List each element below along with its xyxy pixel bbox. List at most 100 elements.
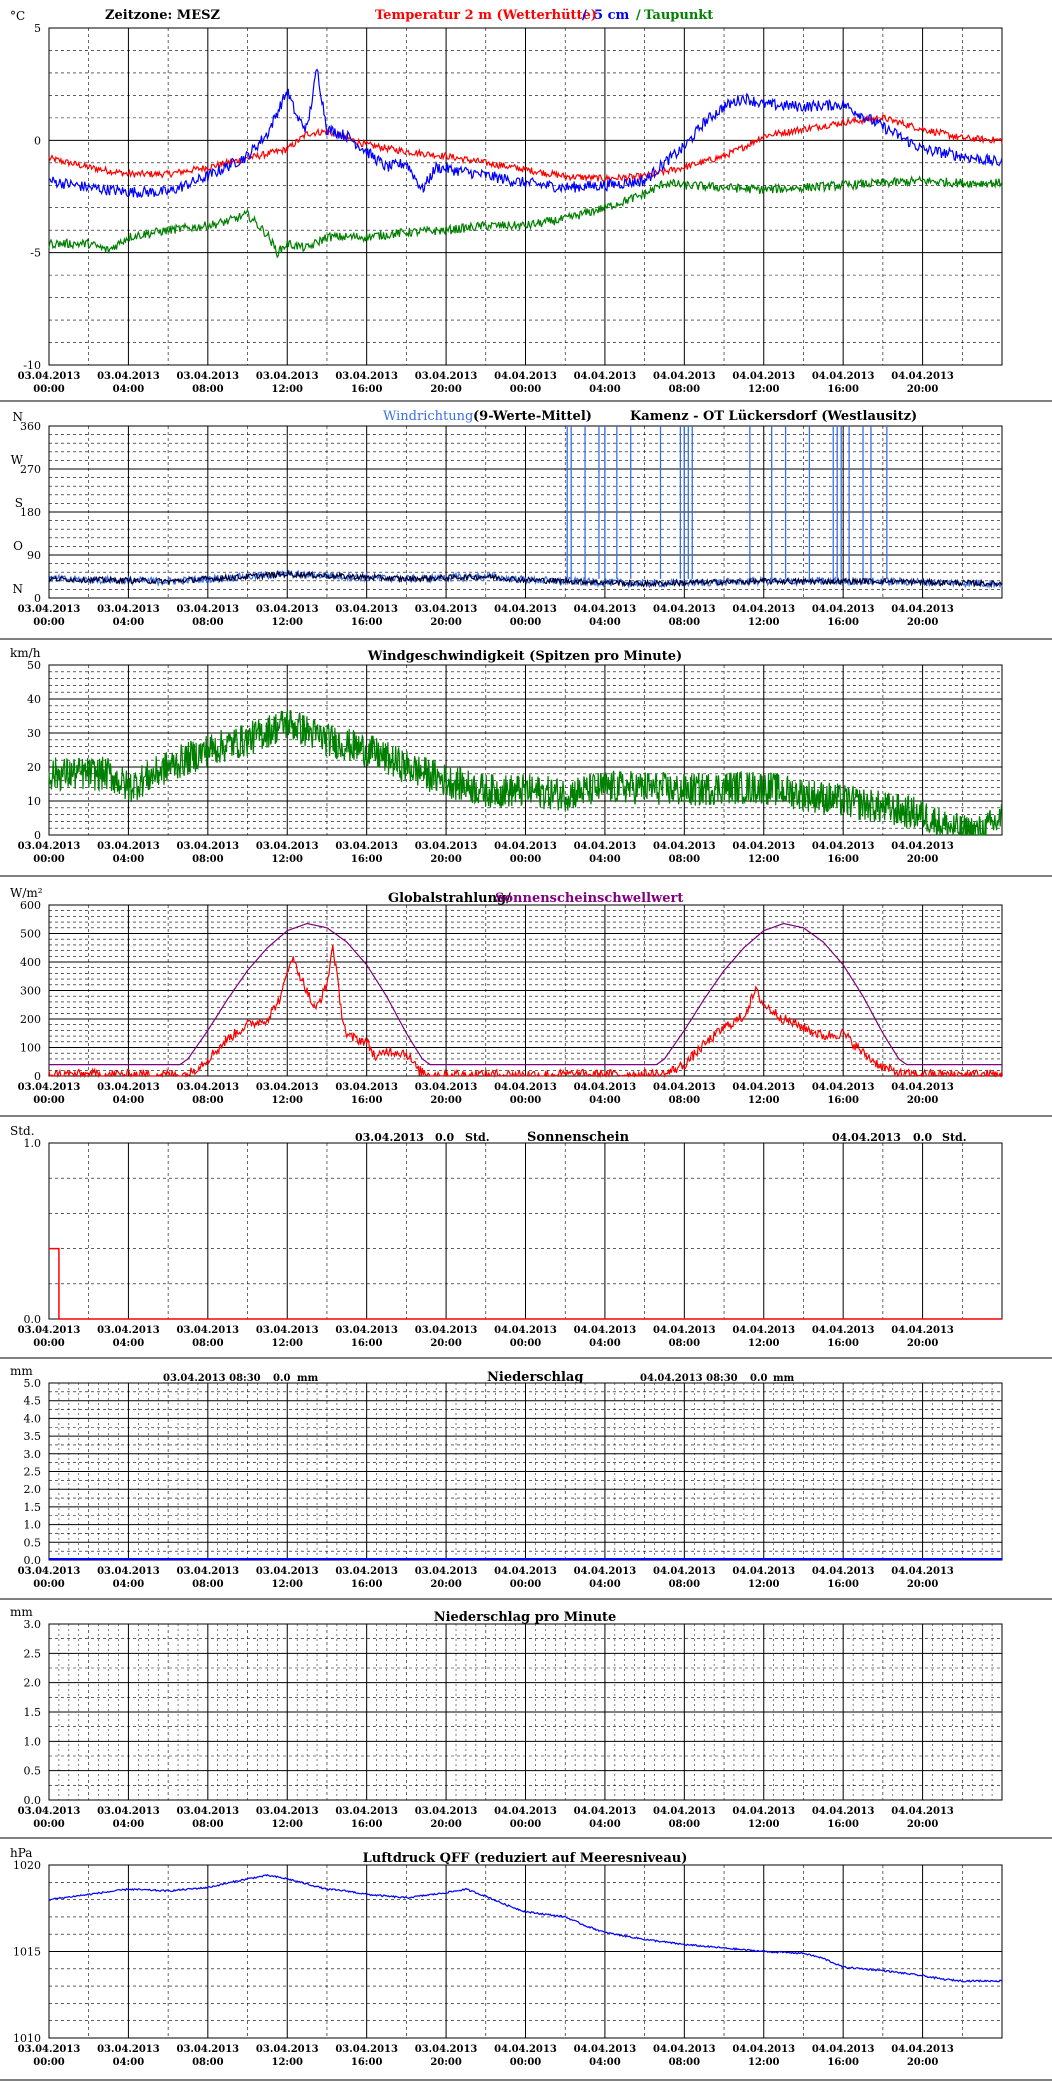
x-tick-time: 04:00 bbox=[589, 384, 621, 395]
x-tick-time: 00:00 bbox=[33, 1579, 65, 1590]
x-tick-time: 20:00 bbox=[430, 2057, 462, 2068]
x-tick-date: 04.04.2013 bbox=[732, 841, 795, 852]
y-tick-label: 30 bbox=[27, 727, 41, 740]
x-tick-time: 12:00 bbox=[271, 384, 303, 395]
y-tick-label: 1.5 bbox=[24, 1501, 42, 1514]
x-tick-date: 03.04.2013 bbox=[335, 1806, 398, 1817]
y-tick-label: 2.0 bbox=[24, 1483, 42, 1496]
x-tick-date: 03.04.2013 bbox=[18, 841, 81, 852]
x-tick-time: 16:00 bbox=[827, 617, 859, 628]
y-tick-label: 3.0 bbox=[24, 1448, 42, 1461]
x-tick-date: 04.04.2013 bbox=[494, 371, 557, 382]
x-tick-time: 20:00 bbox=[430, 617, 462, 628]
x-tick-time: 20:00 bbox=[907, 854, 939, 865]
x-tick-date: 03.04.2013 bbox=[335, 1566, 398, 1577]
panel-title: Niederschlag bbox=[487, 1370, 583, 1385]
y-tick-label: 0 bbox=[34, 1070, 41, 1083]
x-tick-date: 03.04.2013 bbox=[415, 2044, 478, 2055]
x-tick-date: 04.04.2013 bbox=[494, 1082, 557, 1093]
x-tick-date: 04.04.2013 bbox=[732, 604, 795, 615]
y-tick-label: 20 bbox=[27, 761, 41, 774]
x-tick-time: 08:00 bbox=[669, 384, 701, 395]
legend-radiation: Globalstrahlung/ bbox=[388, 891, 511, 906]
x-tick-date: 04.04.2013 bbox=[574, 841, 637, 852]
x-tick-date: 03.04.2013 bbox=[415, 1806, 478, 1817]
x-tick-date: 03.04.2013 bbox=[256, 1806, 319, 1817]
x-tick-time: 12:00 bbox=[748, 384, 780, 395]
x-tick-time: 16:00 bbox=[351, 1579, 383, 1590]
y-tick-label: 0 bbox=[34, 592, 41, 605]
x-tick-date: 04.04.2013 bbox=[574, 1806, 637, 1817]
x-tick-time: 00:00 bbox=[33, 384, 65, 395]
x-tick-date: 03.04.2013 bbox=[415, 371, 478, 382]
x-tick-time: 08:00 bbox=[192, 1095, 224, 1106]
x-tick-date: 04.04.2013 bbox=[574, 1325, 637, 1336]
y-tick-label: 10 bbox=[27, 795, 41, 808]
x-tick-time: 16:00 bbox=[351, 384, 383, 395]
x-tick-time: 20:00 bbox=[907, 1579, 939, 1590]
timezone-label: Zeitzone: MESZ bbox=[105, 8, 220, 23]
x-tick-time: 04:00 bbox=[589, 1819, 621, 1830]
x-tick-date: 03.04.2013 bbox=[335, 1325, 398, 1336]
precip-value-2: 0.0 bbox=[750, 1373, 767, 1384]
y-tick-label: 600 bbox=[20, 899, 41, 912]
y-tick-label: 1.0 bbox=[24, 1519, 42, 1532]
x-tick-time: 00:00 bbox=[33, 1095, 65, 1106]
x-tick-date: 03.04.2013 bbox=[177, 604, 240, 615]
y-tick-label: -10 bbox=[23, 359, 41, 372]
x-tick-time: 12:00 bbox=[271, 1095, 303, 1106]
x-tick-time: 00:00 bbox=[510, 1579, 542, 1590]
x-tick-time: 12:00 bbox=[748, 1095, 780, 1106]
x-tick-time: 20:00 bbox=[430, 854, 462, 865]
x-tick-time: 12:00 bbox=[748, 1338, 780, 1349]
x-tick-date: 04.04.2013 bbox=[891, 2044, 954, 2055]
series-line bbox=[48, 1873, 1003, 1983]
x-tick-date: 03.04.2013 bbox=[335, 2044, 398, 2055]
sunshine-date-1: 03.04.2013 bbox=[355, 1131, 424, 1144]
x-tick-date: 04.04.2013 bbox=[494, 1325, 557, 1336]
x-tick-date: 04.04.2013 bbox=[812, 841, 875, 852]
legend-winddirection: Windrichtung bbox=[383, 409, 473, 424]
x-tick-time: 00:00 bbox=[510, 617, 542, 628]
x-tick-time: 00:00 bbox=[510, 1338, 542, 1349]
x-tick-time: 04:00 bbox=[113, 2057, 145, 2068]
x-tick-date: 04.04.2013 bbox=[653, 604, 716, 615]
x-tick-time: 16:00 bbox=[827, 2057, 859, 2068]
x-tick-time: 00:00 bbox=[33, 1819, 65, 1830]
panel-title: Sonnenschein bbox=[527, 1130, 630, 1145]
x-tick-date: 04.04.2013 bbox=[653, 371, 716, 382]
x-tick-time: 16:00 bbox=[351, 617, 383, 628]
x-tick-time: 08:00 bbox=[669, 1579, 701, 1590]
x-tick-date: 03.04.2013 bbox=[415, 604, 478, 615]
x-tick-time: 20:00 bbox=[430, 1819, 462, 1830]
x-tick-time: 12:00 bbox=[748, 2057, 780, 2068]
y-tick-label: 90 bbox=[27, 549, 41, 562]
x-tick-time: 12:00 bbox=[748, 1819, 780, 1830]
x-tick-time: 16:00 bbox=[351, 1338, 383, 1349]
x-tick-date: 04.04.2013 bbox=[574, 2044, 637, 2055]
panel-precipitation: 5.0 4.5 4.0 3.5 3.0 2.5 2.0 1.5 1.0 0.5 0.0 mm 03.04… bbox=[0, 1364, 1052, 1600]
series-line bbox=[48, 113, 1003, 183]
x-tick-time: 12:00 bbox=[271, 1579, 303, 1590]
y-tick-label: 2.5 bbox=[24, 1647, 42, 1660]
x-tick-date: 04.04.2013 bbox=[732, 1082, 795, 1093]
legend-separator: / bbox=[582, 8, 587, 23]
y-unit-label: W/m² bbox=[10, 886, 43, 900]
x-tick-time: 08:00 bbox=[669, 1338, 701, 1349]
y-tick-label: 0.0 bbox=[24, 1313, 42, 1326]
x-tick-date: 04.04.2013 bbox=[574, 371, 637, 382]
legend-separator: / bbox=[636, 8, 641, 23]
x-tick-time: 16:00 bbox=[827, 1579, 859, 1590]
x-tick-time: 00:00 bbox=[510, 384, 542, 395]
x-tick-date: 04.04.2013 bbox=[732, 1325, 795, 1336]
x-tick-time: 08:00 bbox=[669, 2057, 701, 2068]
x-tick-time: 04:00 bbox=[113, 384, 145, 395]
y-tick-label: 1020 bbox=[13, 1859, 41, 1872]
x-tick-time: 08:00 bbox=[669, 854, 701, 865]
x-tick-date: 04.04.2013 bbox=[494, 841, 557, 852]
x-tick-time: 04:00 bbox=[589, 1579, 621, 1590]
x-tick-time: 04:00 bbox=[113, 854, 145, 865]
x-tick-date: 04.04.2013 bbox=[653, 841, 716, 852]
x-tick-date: 04.04.2013 bbox=[812, 1566, 875, 1577]
y-tick-label: 3.0 bbox=[24, 1618, 42, 1631]
